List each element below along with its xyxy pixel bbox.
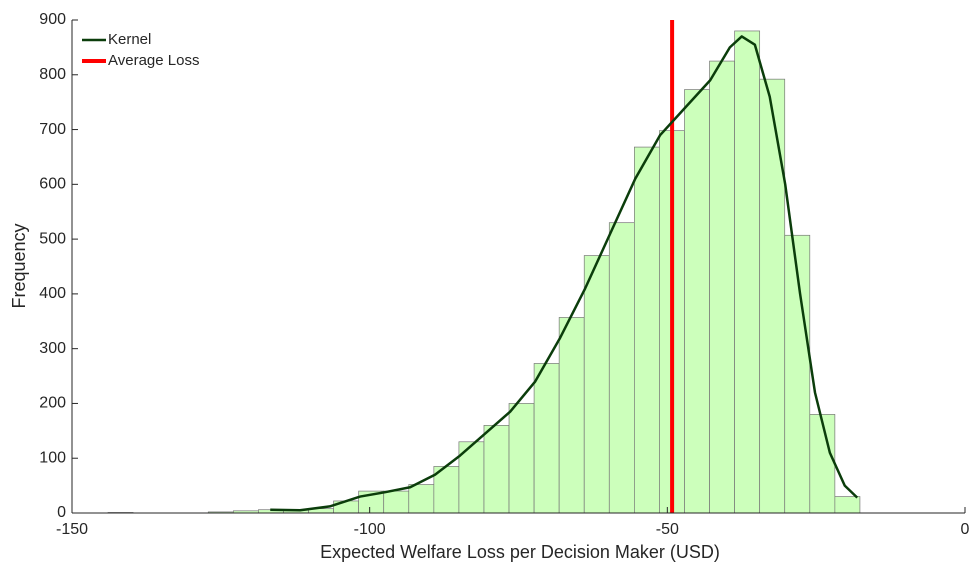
histogram-bar (608, 222, 635, 514)
histogram-bar (408, 484, 435, 514)
histogram-bar (533, 363, 560, 514)
histogram-bar (508, 403, 535, 514)
legend-label: Kernel (108, 31, 151, 48)
histogram-bar (383, 490, 410, 514)
y-tick-label: 700 (39, 121, 66, 138)
histogram-bar (709, 60, 735, 514)
x-tick-label: -100 (354, 521, 386, 538)
x-axis-label: Expected Welfare Loss per Decision Maker… (320, 542, 720, 562)
legend-label: Average Loss (108, 52, 199, 69)
y-tick-label: 600 (39, 176, 66, 193)
x-tick-label: 0 (961, 521, 970, 538)
x-tick-label: -50 (656, 521, 679, 538)
kernel-line (270, 35, 859, 512)
histogram-bar (734, 30, 761, 514)
x-tick-label: -150 (56, 521, 88, 538)
y-tick-label: 500 (39, 230, 66, 247)
histogram-bar (809, 414, 836, 514)
y-tick-label: 900 (39, 11, 66, 28)
y-tick-label: 200 (39, 395, 66, 412)
y-tick-label: 800 (39, 66, 66, 83)
histogram-bar (759, 78, 786, 514)
histogram-bar (583, 255, 610, 514)
histogram-bar (684, 89, 710, 514)
y-tick-label: 100 (39, 449, 66, 466)
y-tick-label: 400 (39, 285, 66, 302)
y-tick-label: 300 (39, 340, 66, 357)
y-tick-label: 0 (57, 504, 66, 521)
y-axis-label: Frequency (9, 223, 29, 308)
histogram-bar (634, 146, 660, 514)
histogram-bar (483, 425, 510, 514)
histogram-bar (558, 317, 585, 514)
histogram-bar (834, 496, 861, 514)
